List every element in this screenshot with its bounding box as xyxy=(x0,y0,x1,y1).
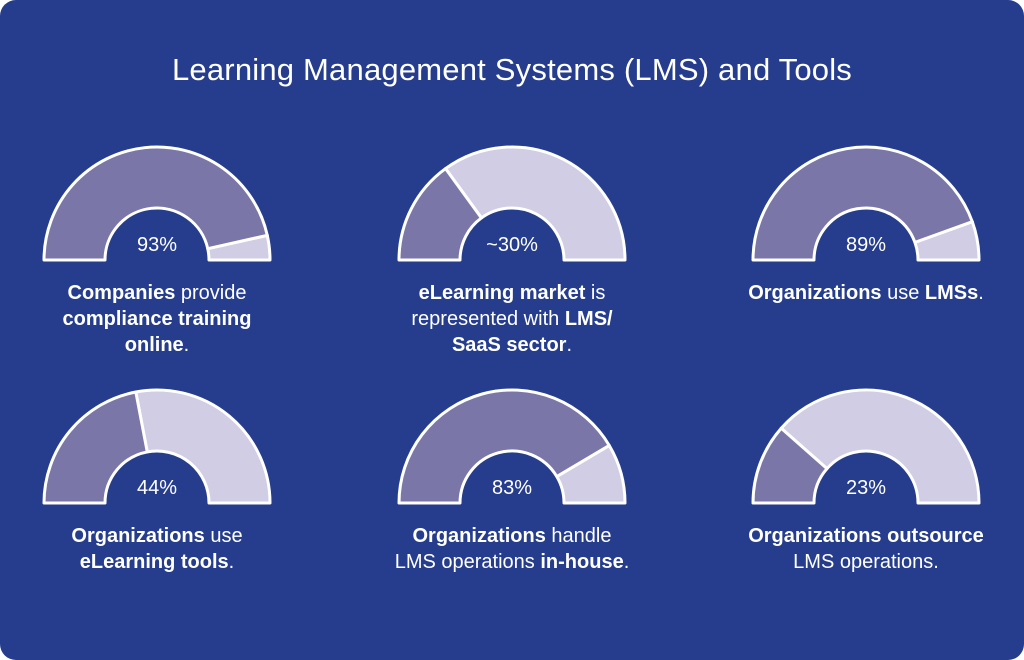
gauge-item: 83% Organizations handle LMS operations in… xyxy=(347,387,677,587)
caption-line: LMS operations in-house. xyxy=(347,549,677,575)
gauge-value-arc xyxy=(397,167,483,262)
caption-text: use xyxy=(881,282,925,304)
gauge-remainder-arc xyxy=(134,388,272,505)
caption-line: online. xyxy=(0,332,322,358)
gauge-chart xyxy=(751,145,981,262)
caption-line: LMS operations. xyxy=(701,549,1024,575)
gauge-value-arc xyxy=(397,388,611,505)
caption-line: SaaS sector. xyxy=(347,332,677,358)
caption-bold-text: Organizations outsource xyxy=(748,525,984,547)
caption-bold-text: eLearning market xyxy=(418,282,586,304)
gauge-value-arc xyxy=(42,145,269,262)
caption-text: LMS operations. xyxy=(793,551,939,573)
caption-text: . xyxy=(183,334,190,356)
caption-bold-text: SaaS sector xyxy=(451,334,567,356)
caption-bold-text: eLearning tools xyxy=(79,551,229,573)
gauge-value-arc xyxy=(42,390,149,505)
gauge-percent-label: 23% xyxy=(845,477,887,499)
caption-bold-text: online xyxy=(124,334,184,356)
caption-text: use xyxy=(204,525,243,547)
gauge-percent-label: 83% xyxy=(491,477,533,499)
gauge-chart xyxy=(42,145,272,262)
gauge-value-arc xyxy=(751,426,829,505)
caption-bold-text: Organizations xyxy=(71,525,205,547)
caption-bold-text: in-house xyxy=(540,551,624,573)
caption-line: eLearning market is xyxy=(347,280,677,306)
caption-text: LMS operations xyxy=(394,551,541,573)
gauge-chart xyxy=(751,388,981,505)
gauge-item: 89% Organizations use LMSs. xyxy=(701,144,1024,344)
gauge-item: ~30% eLearning market is represented with … xyxy=(347,144,677,356)
caption-bold-text: LMS/ xyxy=(564,308,613,330)
gauge-caption: Organizations handle LMS operations in-ho… xyxy=(347,523,677,575)
gauge-remainder-arc xyxy=(913,220,981,262)
gauge-percent-label: 44% xyxy=(136,477,178,499)
caption-text: . xyxy=(566,334,573,356)
caption-bold-text: Organizations xyxy=(748,282,882,304)
caption-line: represented with LMS/ xyxy=(347,306,677,332)
gauge-item: 44% Organizations use eLearning tools. xyxy=(0,387,322,587)
caption-line: Organizations use LMSs. xyxy=(701,280,1024,306)
page-title: Learning Management Systems (LMS) and To… xyxy=(171,52,853,87)
caption-line: eLearning tools. xyxy=(0,549,322,575)
caption-text: handle xyxy=(545,525,612,547)
gauge-percent-label: 93% xyxy=(136,234,178,256)
gauge-chart xyxy=(42,388,272,505)
caption-line: compliance training xyxy=(0,306,322,332)
gauge-caption: Organizations use eLearning tools. xyxy=(0,523,322,575)
gauge-caption: Companies provide compliance training onli… xyxy=(0,280,322,358)
caption-text: represented with xyxy=(411,308,565,330)
caption-text: is xyxy=(585,282,606,304)
caption-bold-text: Organizations xyxy=(412,525,546,547)
caption-line: Organizations outsource xyxy=(701,523,1024,549)
caption-text: provide xyxy=(175,282,247,304)
caption-line: Organizations handle xyxy=(347,523,677,549)
caption-line: Organizations use xyxy=(0,523,322,549)
gauge-caption: Organizations outsource LMS operations. xyxy=(701,523,1024,575)
gauge-percent-label: 89% xyxy=(845,234,887,256)
caption-bold-text: Companies xyxy=(67,282,176,304)
caption-bold-text: LMSs xyxy=(924,282,979,304)
caption-text: . xyxy=(623,551,630,573)
caption-text: . xyxy=(228,551,235,573)
caption-line: Companies provide xyxy=(0,280,322,306)
gauge-caption: Organizations use LMSs. xyxy=(701,280,1024,306)
caption-text: . xyxy=(978,282,984,304)
gauge-item: 23% Organizations outsource LMS operations… xyxy=(701,387,1024,587)
gauge-remainder-arc xyxy=(779,388,981,505)
gauge-item: 93% Companies provide compliance training o… xyxy=(0,144,322,356)
gauge-chart xyxy=(397,388,627,505)
gauge-remainder-arc xyxy=(555,443,627,505)
caption-bold-text: compliance training xyxy=(62,308,252,330)
gauge-percent-label: ~30% xyxy=(486,234,538,256)
gauge-value-arc xyxy=(751,145,974,262)
gauge-caption: eLearning market is represented with LMS/… xyxy=(347,280,677,358)
gauge-remainder-arc xyxy=(444,145,627,262)
gauge-chart xyxy=(397,145,627,262)
